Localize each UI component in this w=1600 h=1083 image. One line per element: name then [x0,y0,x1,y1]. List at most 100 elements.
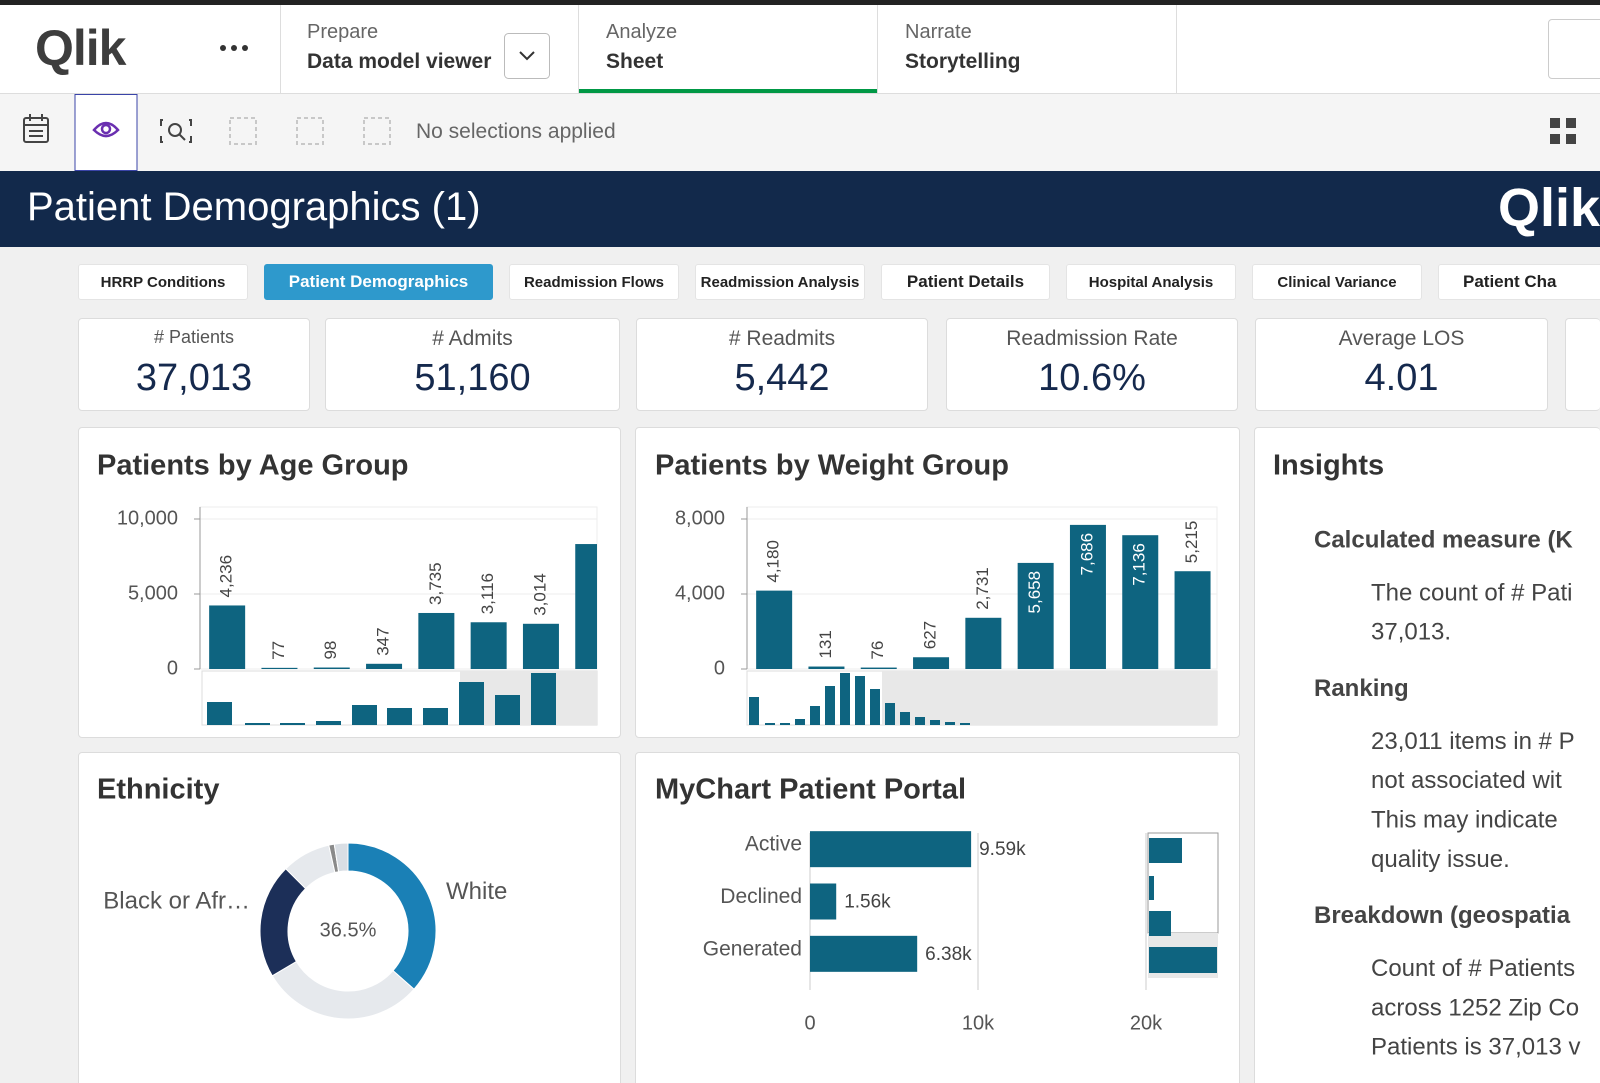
x-tick-label: 0 [804,1012,815,1034]
nav-label: Prepare [307,21,379,43]
donut-segment [347,842,437,990]
nav-sub: Storytelling [905,50,1021,73]
value-label: 77 [269,641,288,660]
value-label: 3,116 [478,573,497,614]
bar [313,667,350,669]
sheet-tab[interactable]: Patient Cha [1438,264,1600,300]
insight-text: Patients is 37,013 v [1371,1034,1580,1061]
x-tick-label: 20k [1130,1012,1163,1034]
insight-text: not associated wit [1371,767,1562,794]
bar [418,612,455,669]
sheet-tab[interactable]: Readmission Flows [509,264,679,300]
value-label: 6.38k [925,944,972,965]
x-tick-label: 10k [962,1012,995,1034]
kpi-label: # Patients [153,327,235,347]
value-label: 627 [921,621,940,649]
y-tick-label: 0 [714,657,725,679]
more-menu[interactable] [218,43,252,53]
value-label: 131 [816,630,835,658]
selections-status: No selections applied [416,120,616,143]
age-navigator [201,670,598,726]
insight-text: 37,013. [1371,619,1451,646]
chart-title: Patients by Weight Group [655,450,1009,482]
logo: Qlik [35,20,126,76]
y-tick-label: 0 [167,657,178,679]
nav-tab[interactable]: Analyze Sheet [579,5,878,93]
category-label: Declined [720,885,802,908]
kpi-value: 37,013 [135,357,253,399]
kpi-value: 4.01 [1364,357,1439,399]
kpi-value: 51,160 [414,357,531,399]
bar [810,935,918,972]
ethnicity-panel [78,752,621,1083]
value-label: 4,236 [217,555,236,598]
nav-tab[interactable]: Narrate Storytelling [878,5,1177,93]
bar [808,666,845,669]
insights-panel [1254,427,1600,1083]
portal-navigator [1147,832,1219,978]
nav-label: Analyze [606,21,678,43]
kpi-card: # Patients 37,013 [78,318,310,411]
insight-heading: Ranking [1314,675,1409,702]
bar [756,590,793,669]
dropdown-button[interactable] [504,33,550,79]
insights-title: Insights [1273,450,1384,482]
sheet-tab[interactable]: Readmission Analysis [695,264,865,300]
donut-segment [259,868,307,977]
value-label: 2,731 [973,567,992,610]
search-box[interactable] [1548,19,1600,79]
nav-sub: Sheet [606,50,664,73]
insight-text: across 1252 Zip Co [1371,994,1579,1021]
sheet-tab[interactable]: Hospital Analysis [1066,264,1236,300]
sheet-tab[interactable]: HRRP Conditions [78,264,248,300]
logo-area [0,5,281,93]
header: Qlik Prepare Data model viewer Analyze Shee… [0,5,1600,94]
sheet-tab[interactable]: Patient Details [881,264,1050,300]
bar [860,667,897,669]
insight-heading: Breakdown (geospatia [1314,902,1571,929]
donut-segment [271,960,415,1020]
center-label: 36.5% [320,919,377,941]
active-indicator [579,89,877,93]
top-strip [0,0,1600,5]
value-label: 76 [868,641,887,660]
segment-label: White [446,878,507,905]
bar [261,667,298,669]
value-label: 5,215 [1182,521,1201,564]
insight-text: 23,011 items in # P [1371,728,1575,755]
insight-text: The count of # Pati [1371,579,1572,606]
sheet-tab[interactable]: Clinical Variance [1252,264,1422,300]
y-tick-label: 4,000 [675,582,725,604]
kpi-card [1565,318,1600,411]
sheet-title: Patient Demographics (1) [27,185,481,229]
kpi-card: Readmission Rate 10.6% [946,318,1238,411]
kpi-card: # Admits 51,160 [325,318,620,411]
category-label: Generated [703,937,802,960]
value-label: 9.59k [979,839,1026,860]
category-label: Active [745,833,802,856]
value-label: 5,658 [1025,571,1044,614]
value-label: 1.56k [844,892,891,913]
bar [810,831,972,868]
bar [575,544,597,669]
sheet-banner: Patient Demographics (1) Qlik [0,171,1600,247]
bar [1069,524,1106,669]
bar [1122,535,1159,669]
sheet-tab[interactable]: Patient Demographics [264,264,493,300]
kpi-label: Average LOS [1338,327,1465,350]
weight-navigator [746,670,1218,726]
value-label: 3,014 [530,573,549,616]
bar [913,657,950,669]
value-label: 7,686 [1077,533,1096,576]
value-label: 3,735 [426,562,445,605]
value-label: 98 [321,641,340,660]
bar [1017,562,1054,669]
nav-tab[interactable]: Prepare Data model viewer [280,5,579,93]
bar [965,617,1002,669]
chart-title: MyChart Patient Portal [655,774,966,806]
insight-heading: Calculated measure (K [1314,526,1573,553]
nav-sub: Data model viewer [307,50,492,73]
banner-logo: Qlik [1498,178,1600,238]
